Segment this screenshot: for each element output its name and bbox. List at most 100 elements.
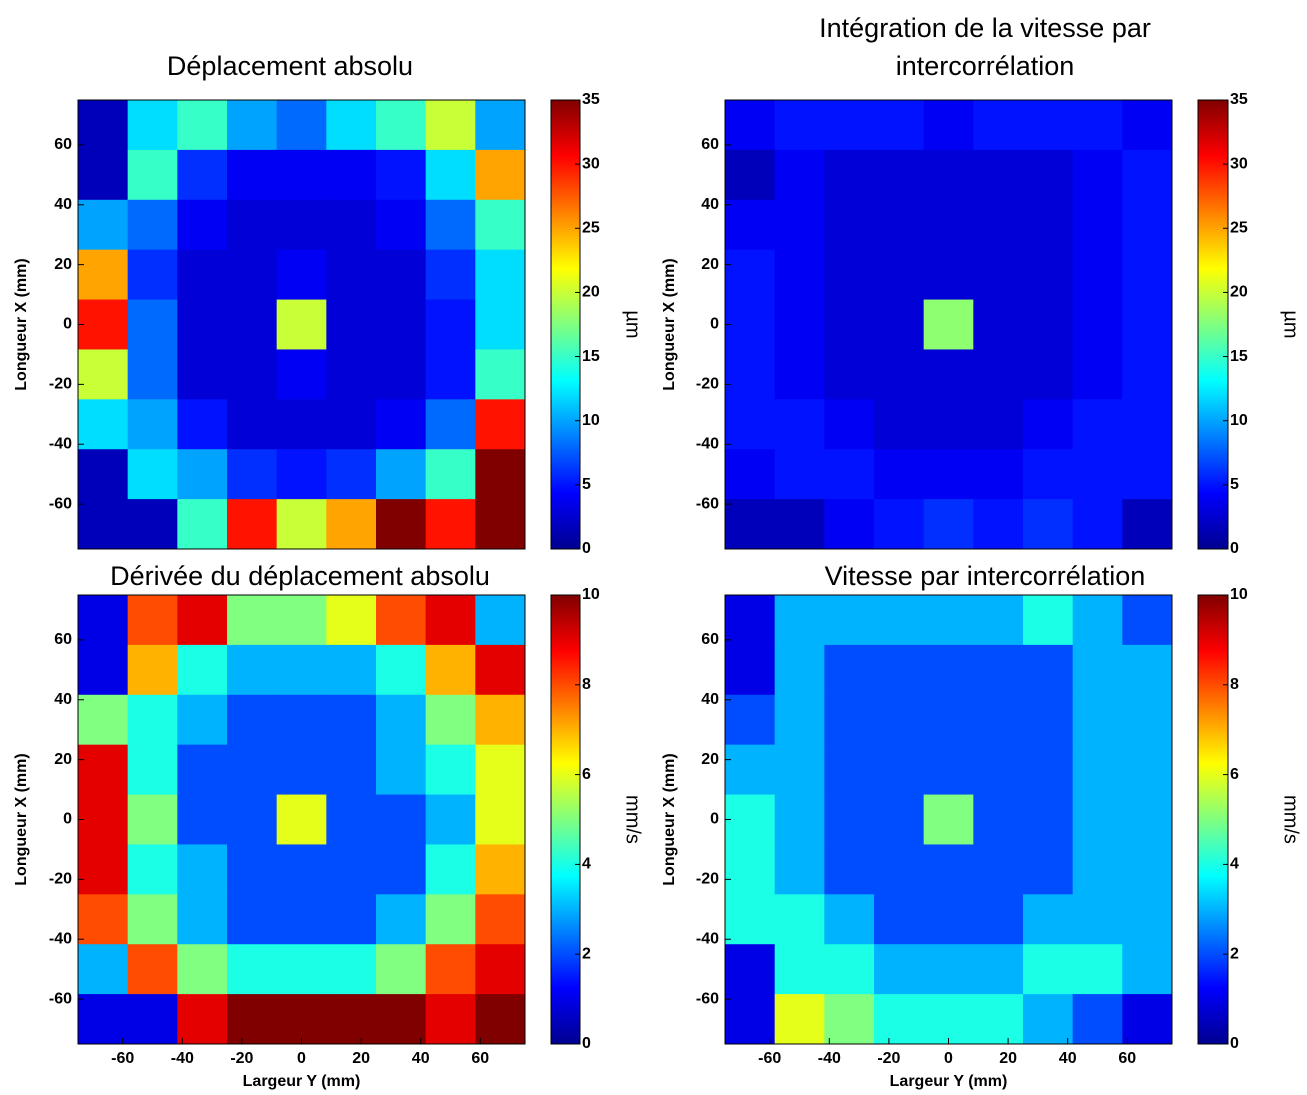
heat-cell bbox=[326, 249, 377, 301]
heat-cell bbox=[824, 199, 875, 251]
colorbar bbox=[1197, 594, 1229, 1045]
heat-cell bbox=[1122, 744, 1173, 796]
heat-cell bbox=[1072, 299, 1123, 350]
heat-cell bbox=[824, 794, 875, 845]
chart-title: intercorrélation bbox=[896, 51, 1075, 81]
heat-cell bbox=[425, 499, 476, 550]
heat-cell bbox=[475, 944, 526, 995]
heat-cell bbox=[227, 149, 278, 201]
heat-cell bbox=[227, 894, 278, 945]
heat-cell bbox=[326, 149, 377, 201]
heat-cell bbox=[177, 399, 228, 450]
colorbar-tick-label: 0 bbox=[1230, 1035, 1239, 1052]
x-tick-label: 0 bbox=[944, 1050, 953, 1067]
heat-cell bbox=[1023, 894, 1074, 945]
heat-cell bbox=[425, 149, 476, 201]
heat-cell bbox=[725, 894, 776, 945]
heat-cell bbox=[376, 694, 427, 746]
heat-cell bbox=[475, 994, 526, 1045]
colorbar-tick-label: 6 bbox=[1230, 766, 1239, 783]
heat-cell bbox=[725, 449, 776, 500]
colorbar-tick-label: 8 bbox=[582, 676, 591, 693]
heat-cell bbox=[874, 199, 925, 251]
heat-cell bbox=[177, 644, 228, 696]
heat-cell bbox=[475, 199, 526, 251]
heat-cell bbox=[475, 894, 526, 945]
y-tick-label: 0 bbox=[710, 316, 719, 333]
colorbar-tick-label: 4 bbox=[1230, 856, 1239, 873]
heat-cell bbox=[425, 944, 476, 995]
y-tick-label: 40 bbox=[701, 196, 719, 213]
heat-cell bbox=[78, 644, 129, 696]
heat-cell bbox=[923, 694, 974, 746]
heat-cell bbox=[227, 744, 278, 796]
heat-cell bbox=[774, 249, 825, 301]
y-tick-label: -20 bbox=[696, 376, 719, 393]
colorbar-tick-label: 15 bbox=[1230, 348, 1248, 365]
heat-cell bbox=[774, 694, 825, 746]
heat-cell bbox=[1023, 499, 1074, 550]
heat-cell bbox=[227, 249, 278, 301]
heat-cell bbox=[725, 595, 776, 646]
colorbar-tick-label: 10 bbox=[1230, 412, 1248, 429]
heat-cell bbox=[973, 100, 1024, 151]
heat-cell bbox=[874, 644, 925, 696]
heat-cell bbox=[276, 299, 327, 350]
heat-cell bbox=[177, 199, 228, 251]
heat-cell bbox=[326, 299, 377, 350]
y-tick-label: 40 bbox=[54, 691, 72, 708]
colorbar-tick-label: 2 bbox=[1230, 945, 1239, 962]
heat-cell bbox=[725, 844, 776, 895]
heat-cell bbox=[276, 794, 327, 845]
heat-cell bbox=[326, 100, 377, 151]
heat-cell bbox=[177, 694, 228, 746]
heat-cell bbox=[973, 199, 1024, 251]
heat-cell bbox=[1023, 844, 1074, 895]
heat-cell bbox=[276, 894, 327, 945]
heat-cell bbox=[227, 399, 278, 450]
colorbar-tick-label: 35 bbox=[1230, 91, 1248, 108]
heat-cell bbox=[1023, 644, 1074, 696]
heat-cell bbox=[973, 944, 1024, 995]
heat-cell bbox=[127, 100, 178, 151]
heat-cell bbox=[376, 794, 427, 845]
heat-cell bbox=[326, 199, 377, 251]
heat-cell bbox=[227, 349, 278, 400]
heat-cell bbox=[1122, 449, 1173, 500]
heat-cell bbox=[973, 994, 1024, 1045]
heat-cell bbox=[1072, 499, 1123, 550]
heat-cell bbox=[1122, 249, 1173, 301]
heat-cell bbox=[425, 844, 476, 895]
heat-cell bbox=[725, 399, 776, 450]
heat-cell bbox=[1072, 894, 1123, 945]
heat-cell bbox=[973, 399, 1024, 450]
x-tick-label: 40 bbox=[412, 1050, 430, 1067]
heat-cell bbox=[973, 694, 1024, 746]
heat-cell bbox=[923, 149, 974, 201]
colorbar-label: mm/s bbox=[1280, 795, 1302, 844]
heat-cell bbox=[824, 644, 875, 696]
heat-cell bbox=[276, 644, 327, 696]
heat-cell bbox=[227, 694, 278, 746]
heat-cell bbox=[973, 894, 1024, 945]
heat-cell bbox=[824, 944, 875, 995]
heat-cell bbox=[326, 694, 377, 746]
heat-cell bbox=[1072, 100, 1123, 151]
y-tick-label: -20 bbox=[696, 871, 719, 888]
heat-cell bbox=[923, 399, 974, 450]
heat-cell bbox=[874, 595, 925, 646]
heat-cell bbox=[774, 894, 825, 945]
heat-cell bbox=[127, 894, 178, 945]
heat-cell bbox=[874, 944, 925, 995]
heat-cell bbox=[326, 644, 377, 696]
heat-cell bbox=[824, 249, 875, 301]
heat-cell bbox=[774, 794, 825, 845]
heat-cell bbox=[326, 794, 377, 845]
heat-cell bbox=[376, 644, 427, 696]
colorbar bbox=[1197, 99, 1229, 550]
heat-cell bbox=[973, 449, 1024, 500]
heat-cell bbox=[874, 894, 925, 945]
heat-cell bbox=[874, 100, 925, 151]
heat-cell bbox=[973, 794, 1024, 845]
heat-cell bbox=[227, 299, 278, 350]
